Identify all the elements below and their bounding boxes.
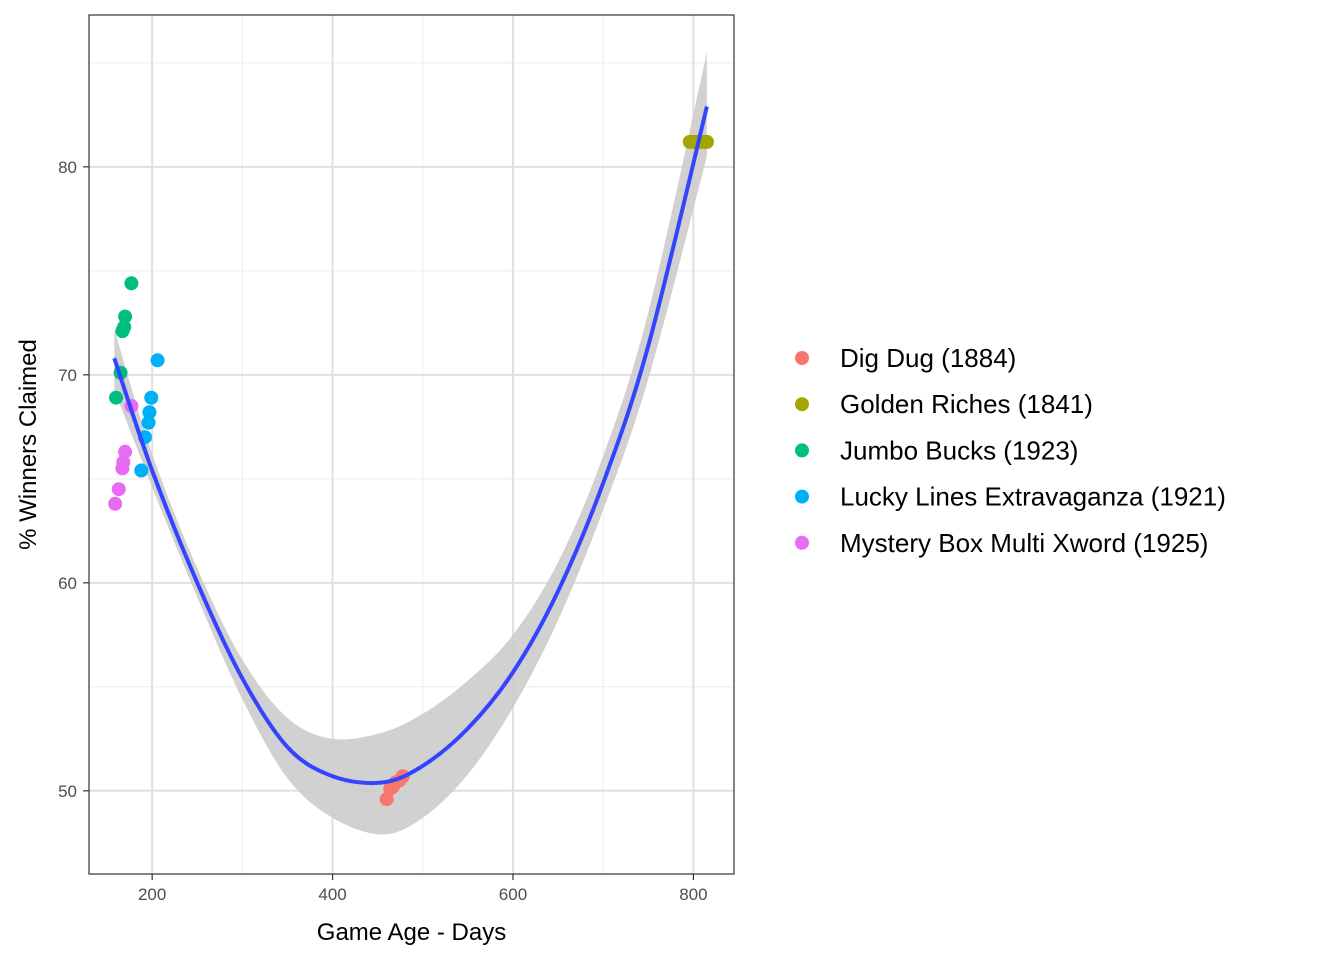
data-point (118, 309, 133, 324)
smooth-fit-line (112, 106, 709, 786)
data-point (150, 353, 165, 368)
data-point (144, 390, 159, 405)
minor-gridlines (89, 15, 734, 874)
legend-label: Dig Dug (1884) (840, 343, 1016, 373)
data-point (109, 390, 124, 405)
y-tick-label: 50 (58, 782, 77, 801)
data-point (141, 415, 156, 430)
data-point (117, 319, 132, 334)
x-tick-label: 600 (499, 885, 527, 904)
legend-key (795, 489, 809, 504)
data-point (108, 496, 123, 511)
legend-label: Lucky Lines Extravaganza (1921) (840, 482, 1226, 512)
data-point (111, 482, 126, 497)
data-point (118, 444, 133, 459)
legend-label: Golden Riches (1841) (840, 389, 1093, 419)
plot-panel-border (88, 14, 735, 875)
y-axis-title: % Winners Claimed (15, 339, 42, 550)
smooth-line-layer (112, 106, 709, 786)
data-point (116, 455, 131, 470)
legend-label: Jumbo Bucks (1923) (840, 435, 1078, 465)
x-tick-label: 400 (318, 885, 346, 904)
x-axis-title: Game Age - Days (317, 919, 506, 946)
legend-key (795, 443, 809, 458)
x-axis: 200 400 600 800 (138, 874, 708, 904)
legend-key (795, 351, 809, 365)
legend-label: Mystery Box Multi Xword (1925) (840, 528, 1208, 558)
y-tick-label: 60 (58, 574, 77, 593)
legend: Dig Dug (1884) Golden Riches (1841) Jumbo … (795, 343, 1226, 558)
x-tick-label: 800 (679, 885, 707, 904)
data-point (699, 134, 714, 149)
y-tick-label: 70 (58, 366, 77, 385)
x-tick-label: 200 (138, 885, 166, 904)
legend-key (795, 397, 809, 412)
y-axis: 50 60 70 80 (58, 158, 89, 801)
data-point (142, 405, 157, 420)
data-point (134, 463, 149, 478)
legend-key (795, 535, 809, 550)
data-point (124, 276, 139, 291)
y-tick-label: 80 (58, 158, 77, 177)
